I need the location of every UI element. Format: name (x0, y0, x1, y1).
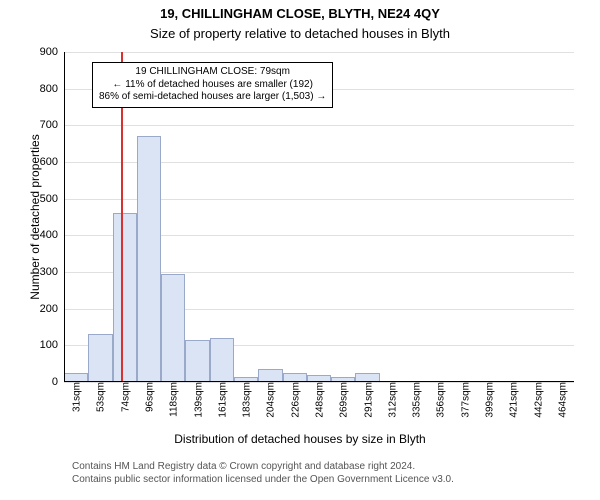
y-tick: 0 (52, 376, 64, 388)
x-axis-line (64, 381, 574, 382)
footer-credits: Contains HM Land Registry data © Crown c… (72, 460, 454, 486)
x-tick: 118sqm (167, 382, 180, 417)
x-tick: 226sqm (288, 382, 301, 418)
y-axis-line (64, 52, 65, 382)
chart-title-sub: Size of property relative to detached ho… (0, 26, 600, 41)
x-tick: 312sqm (385, 382, 398, 418)
histogram-bar (113, 213, 137, 382)
x-tick: 464sqm (555, 382, 568, 418)
y-tick: 100 (40, 339, 64, 351)
histogram-bar (185, 340, 209, 382)
x-tick: 377sqm (458, 382, 471, 418)
y-tick: 500 (40, 193, 64, 205)
histogram-bar (161, 274, 185, 382)
annotation-box: 19 CHILLINGHAM CLOSE: 79sqm← 11% of deta… (92, 62, 333, 108)
x-tick: 356sqm (434, 382, 447, 418)
y-tick: 300 (40, 266, 64, 278)
x-tick: 399sqm (483, 382, 496, 418)
x-tick: 161sqm (215, 382, 228, 418)
x-tick: 96sqm (143, 382, 156, 412)
histogram-bar (137, 136, 161, 382)
x-axis-label: Distribution of detached houses by size … (0, 432, 600, 446)
histogram-bar (88, 334, 112, 382)
x-tick: 139sqm (191, 382, 204, 418)
x-tick: 442sqm (531, 382, 544, 418)
x-tick: 421sqm (507, 382, 520, 418)
histogram-bar (210, 338, 234, 382)
x-tick: 53sqm (94, 382, 107, 412)
y-tick: 600 (40, 156, 64, 168)
chart-title-main: 19, CHILLINGHAM CLOSE, BLYTH, NE24 4QY (0, 6, 600, 21)
x-tick: 74sqm (118, 382, 131, 412)
y-tick: 700 (40, 119, 64, 131)
grid-line (64, 125, 574, 126)
y-tick: 400 (40, 229, 64, 241)
grid-line (64, 52, 574, 53)
y-tick: 900 (40, 46, 64, 58)
x-tick: 335sqm (410, 382, 423, 418)
y-tick: 800 (40, 83, 64, 95)
x-tick: 31sqm (70, 382, 83, 412)
y-axis-label: Number of detached properties (28, 52, 42, 382)
x-tick: 291sqm (361, 382, 374, 418)
x-tick: 248sqm (313, 382, 326, 418)
x-tick: 269sqm (337, 382, 350, 418)
y-tick: 200 (40, 303, 64, 315)
x-tick: 183sqm (240, 382, 253, 418)
x-tick: 204sqm (264, 382, 277, 418)
